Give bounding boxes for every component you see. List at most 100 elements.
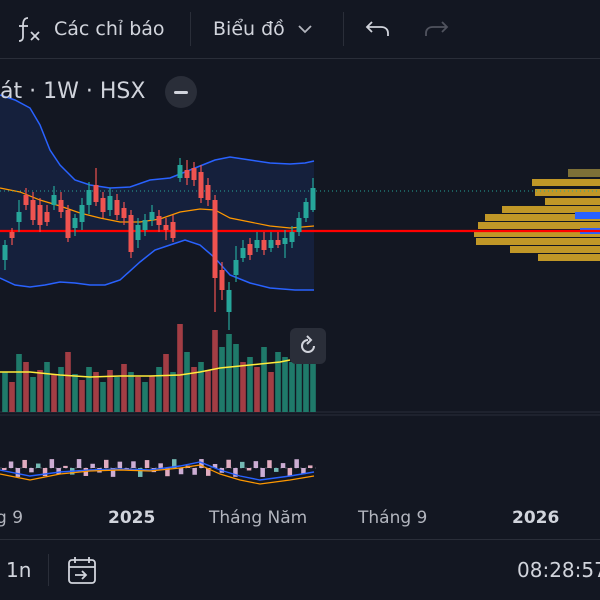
oscillator-signal-line (0, 461, 315, 481)
volume-bar (163, 354, 169, 412)
oscillator-bar (117, 461, 123, 468)
oscillator-bar (90, 463, 95, 468)
volume-profile-bar (474, 230, 600, 237)
up-candle (268, 240, 274, 248)
volume-profile-bar (545, 198, 600, 205)
down-candle (261, 240, 267, 250)
clock-readout[interactable]: 08:28:57 (517, 540, 600, 600)
clock-time: 08:28:57 (517, 558, 600, 582)
volume-bar (142, 382, 148, 412)
volume-profile-bar (478, 222, 600, 229)
collapse-button[interactable] (165, 76, 197, 108)
top-toolbar: Các chỉ báo Biểu đồ (0, 0, 600, 58)
oscillator-bar (131, 461, 136, 468)
volume-bar (107, 370, 113, 412)
calendar-goto-icon (68, 557, 96, 584)
range-1n-button[interactable]: 1n (6, 540, 31, 600)
volume-bar (100, 382, 106, 412)
time-axis-tick: g 9 (0, 508, 24, 528)
down-candle (93, 185, 99, 202)
indicators-button[interactable]: Các chỉ báo (16, 0, 165, 58)
down-candle (58, 200, 64, 212)
volume-bar (156, 367, 162, 412)
volume-profile-bar (510, 246, 600, 253)
volume-bar (51, 374, 57, 412)
down-candle (128, 215, 134, 252)
volume-bar (23, 362, 29, 412)
volume-bar (205, 370, 211, 412)
chevron-down-icon (298, 25, 312, 34)
oscillator-bar (301, 468, 306, 475)
oscillator-bar (76, 459, 82, 468)
oscillator-bar (294, 459, 299, 468)
down-candle (163, 225, 169, 230)
up-candle (296, 218, 302, 232)
volume-bar (30, 377, 36, 412)
oscillator-bar (138, 468, 143, 477)
oscillator-bar (233, 468, 238, 477)
up-candle (233, 260, 239, 275)
volume-bar (212, 330, 218, 412)
oscillator-bar (144, 460, 150, 468)
volume-bar (303, 360, 309, 412)
time-axis-tick: 2026 (512, 508, 560, 528)
redo-icon (425, 21, 449, 36)
volume-bar (79, 380, 85, 412)
volume-bar (135, 377, 141, 412)
volume-bar (86, 367, 92, 412)
symbol-info[interactable]: át · 1W · HSX (0, 74, 145, 108)
volume-bar (72, 374, 78, 412)
chart-type-button[interactable]: Biểu đồ (213, 0, 313, 58)
volume-bar (44, 362, 50, 412)
go-to-date-button[interactable] (66, 540, 98, 600)
oscillator-bar (15, 468, 21, 477)
toolbar-border (0, 58, 600, 59)
volume-bar (177, 324, 183, 412)
volume-bar (247, 357, 253, 412)
volume-profile-bar (535, 189, 600, 196)
up-candle (289, 232, 295, 242)
volume-bar (310, 362, 316, 412)
toolbar-divider (190, 12, 191, 46)
volume-bar (37, 370, 43, 412)
range-label: 1n (6, 558, 32, 582)
oscillator-bar (2, 468, 7, 470)
oscillator-bar (253, 461, 259, 468)
up-candle (310, 188, 316, 210)
bottom-toolbar: 1n 08:28:57 (0, 540, 600, 600)
down-candle (9, 232, 15, 238)
chart-type-label: Biểu đồ (213, 18, 285, 40)
function-icon (18, 17, 40, 42)
volume-profile-bar (568, 169, 600, 177)
oscillator-line (0, 464, 315, 485)
volume-bar (226, 334, 232, 412)
down-candle (65, 210, 71, 238)
down-candle (212, 200, 218, 278)
redo-button[interactable] (423, 0, 449, 58)
time-axis-tick: Tháng Năm (209, 508, 308, 528)
volume-bar (121, 364, 127, 412)
symbol-text: át · 1W · HSX (0, 78, 146, 104)
price-chart[interactable] (0, 59, 600, 535)
volume-bar (114, 377, 120, 412)
volume-bar (282, 357, 288, 412)
minus-icon (174, 90, 188, 94)
up-candle (254, 240, 260, 248)
undo-button[interactable] (365, 0, 391, 58)
volume-bar (240, 362, 246, 412)
volume-bar (254, 367, 260, 412)
oscillator-bar (56, 468, 61, 475)
oscillator-bar (240, 461, 245, 468)
bollinger-fill (0, 95, 314, 290)
down-candle (37, 205, 43, 225)
oscillator-bar (172, 459, 177, 468)
down-candle (100, 198, 106, 212)
volume-bar (261, 347, 267, 412)
reset-chart-button[interactable] (290, 328, 326, 364)
oscillator-bar (158, 463, 163, 468)
down-candle (156, 216, 162, 225)
bottom-border (0, 539, 600, 540)
up-candle (135, 225, 141, 240)
oscillator-bar (212, 463, 218, 468)
volume-profile-bar (485, 214, 600, 221)
